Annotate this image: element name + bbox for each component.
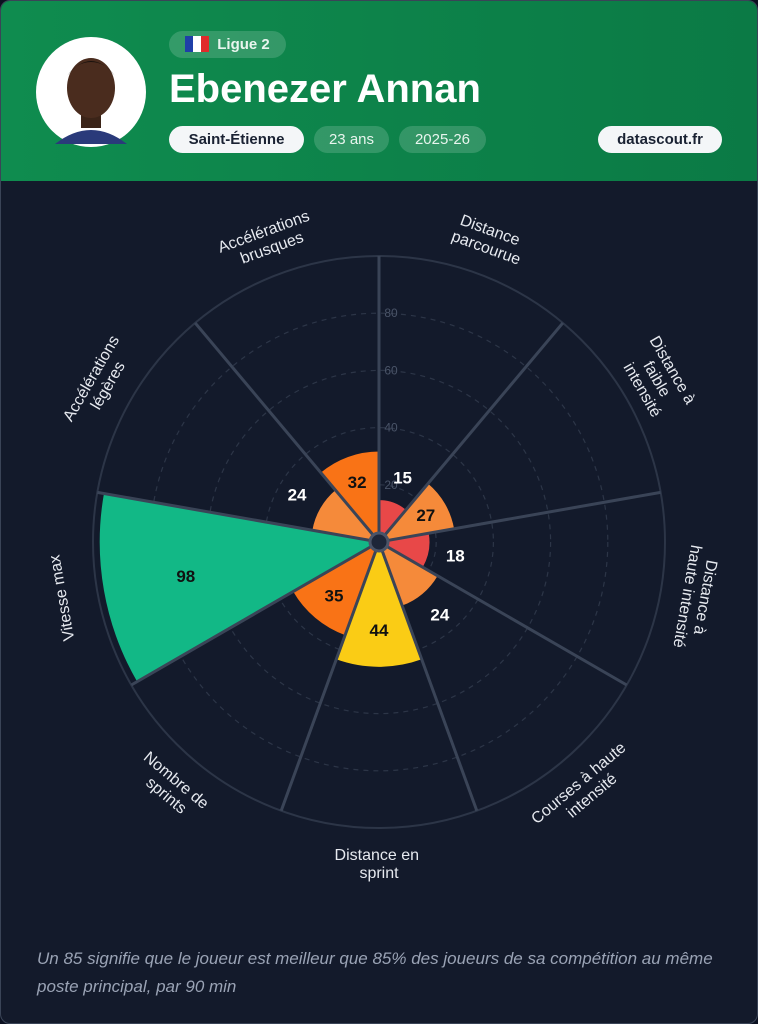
spoke: [377, 541, 479, 812]
value-label: 18: [446, 546, 465, 565]
league: Ligue 2: [217, 36, 270, 53]
value-label: 27: [416, 506, 435, 525]
category-label: Distance parcourue: [449, 211, 529, 269]
category-label: Distance à haute intensité: [669, 544, 722, 653]
chart: 20 40 60 80 15 Distance parcourue 27 Distance à…: [46, 206, 722, 882]
category-label: Distance à faible intensité: [614, 333, 700, 429]
category-label: Distance en sprint: [335, 847, 424, 882]
value-label: 44: [370, 621, 389, 640]
bar: [334, 539, 424, 669]
grid-circle: [321, 484, 437, 600]
spoke: [97, 490, 380, 544]
grid-circle: [149, 312, 609, 772]
spoke: [378, 540, 628, 687]
value-label: 24: [430, 605, 449, 624]
category-label: Vitesse max: [46, 554, 78, 642]
header: Ligue 2 Ebenezer Annan Saint-Étienne 23 …: [1, 1, 757, 181]
footnote: Un 85 signifie que le joueur est meilleu…: [37, 949, 713, 996]
season: 2025-26: [399, 126, 486, 153]
age: 23 ans: [314, 126, 389, 153]
value-label: 35: [324, 587, 343, 606]
spoke: [378, 490, 661, 544]
value-label: 98: [176, 567, 195, 586]
grid-circle: [264, 427, 495, 658]
tick-label: 60: [384, 363, 398, 377]
category-label: Accélérations brusques: [216, 206, 322, 273]
value-label: 24: [288, 486, 307, 505]
player-name: Ebenezer Annan: [169, 67, 481, 111]
category-label: Accélérations légères: [60, 329, 141, 434]
site: datascout.fr: [598, 126, 722, 153]
grid-circle: [206, 369, 552, 715]
bar: [97, 492, 382, 684]
club: Saint-Étienne: [169, 126, 304, 153]
spoke: [279, 541, 381, 812]
tick-label: 20: [384, 478, 398, 492]
player-photo: [36, 37, 146, 147]
spoke: [130, 540, 380, 687]
value-label: 15: [393, 468, 412, 487]
tick-label: 40: [384, 421, 398, 435]
spoke: [194, 321, 381, 543]
center: [368, 531, 390, 553]
tick-label: 80: [384, 306, 398, 320]
spoke: [377, 321, 564, 543]
value-label: 32: [348, 473, 367, 492]
category-label: Nombre de sprints: [128, 749, 215, 830]
category-label: Courses à haute intensité: [528, 736, 644, 841]
league-badge: Ligue 2: [169, 31, 286, 58]
